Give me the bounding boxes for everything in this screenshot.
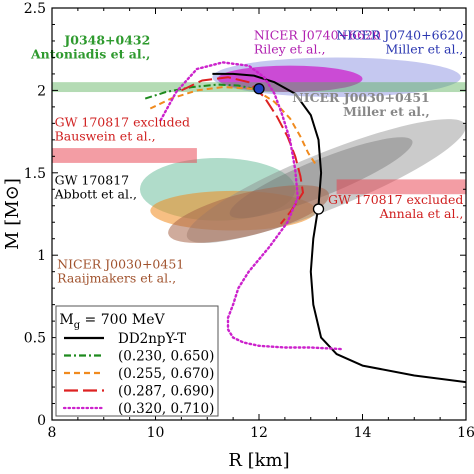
axis-ticks: 8 10 12 14 16 0 0.5 1 1.5 2 2.5 — [24, 1, 474, 441]
legend-title: Mg = 700 MeV — [59, 312, 165, 331]
marker-1 — [253, 83, 265, 95]
annotation-line: NICER J0030+0451 — [57, 256, 184, 271]
y-axis-label: M [M⊙] — [2, 178, 23, 250]
band-2 — [52, 148, 197, 163]
y-tick-label: 1.5 — [24, 166, 46, 182]
legend-label-0-320-0-710: (0.320, 0.710) — [118, 401, 214, 417]
legend-box — [55, 305, 219, 417]
annotation-line: Abbott et al., — [54, 186, 137, 201]
marker-2 — [312, 203, 325, 215]
annotation-line: Antoniadis et al., — [30, 46, 150, 61]
annotation-4: GW 170817 excluded Bauswein et al., — [55, 115, 190, 144]
legend-label-0-230-0-650: (0.230, 0.650) — [118, 349, 214, 365]
annotation-line: Bauswein et al., — [55, 129, 156, 144]
region-nicer-j0740-6620-riley-et-al — [217, 65, 363, 93]
annotation-line: Miller et al., — [385, 41, 463, 56]
annotation-6: GW 170817 Abbott et al., — [54, 172, 137, 201]
annotation-line: NICER J0030+0451 — [292, 90, 429, 105]
annotation-8: NICER J0030+0451 Raaijmakers et al., — [57, 256, 184, 285]
region-nicer-j0030-0451-raaijmakers-et-al-core — [168, 185, 330, 243]
y-tick-label: 2 — [37, 83, 46, 99]
annotation-7: GW 170817 excluded Annala et al., — [328, 192, 463, 221]
y-tick-label: 2.5 — [24, 1, 46, 17]
y-tick-label: 0.5 — [24, 331, 46, 347]
legend-title-sub: g — [74, 320, 81, 331]
x-tick-label: 12 — [250, 425, 268, 441]
annotation-line: GW 170817 excluded — [328, 192, 463, 207]
annotation-line: J0348+0432 — [63, 32, 150, 47]
y-tick-label: 1 — [37, 248, 46, 264]
series-0-255-0-670 — [149, 86, 317, 166]
annotation-line: Riley et al., — [254, 41, 326, 56]
legend-label-0-255-0-670: (0.255, 0.670) — [118, 366, 214, 382]
curve-markers — [253, 83, 325, 215]
annotation-2: NICER J0740+6620 Riley et al., — [254, 27, 381, 56]
constraint-regions — [139, 57, 466, 243]
series-0-320-0-710 — [159, 61, 343, 351]
constraint-labels: J0348+0432 Antoniadis et al., NICER J0740+… — [30, 27, 463, 285]
legend-title-symbol: M — [59, 312, 73, 328]
x-tick-label: 8 — [48, 425, 57, 441]
annotation-line: GW 170817 — [55, 172, 130, 187]
annotation-line: GW 170817 excluded — [55, 115, 190, 130]
annotation-5: NICER J0030+0451 Miller et al., — [292, 90, 429, 119]
series-0-287-0-690 — [180, 76, 304, 225]
legend-label-0-287-0-690: (0.287, 0.690) — [118, 384, 214, 400]
x-axis-label: R [km] — [228, 450, 289, 471]
annotation-1: J0348+0432 Antoniadis et al., — [30, 32, 150, 61]
annotation-line: Annala et al., — [379, 206, 464, 221]
annotation-line: Raaijmakers et al., — [57, 270, 176, 285]
band-3 — [336, 179, 466, 195]
y-tick-label: 0 — [37, 413, 46, 429]
legend-title-rest: = 700 MeV — [80, 312, 165, 328]
annotation-3: NICER J0740+6620 Miller et al., — [336, 27, 463, 56]
annotation-line: Miller et al., — [343, 104, 430, 119]
x-tick-label: 14 — [354, 425, 372, 441]
series-0-230-0-650 — [144, 83, 255, 100]
legend: Mg = 700 MeV DD2npY-T (0.230, 0.650)(0.25… — [55, 305, 219, 417]
x-tick-label: 16 — [457, 425, 474, 441]
annotation-line: NICER J0740+6620 — [254, 27, 381, 42]
legend-label-dd2npy-t: DD2npY-T — [118, 331, 186, 347]
annotation-line: NICER J0740+6620 — [336, 27, 463, 42]
x-tick-label: 10 — [147, 425, 165, 441]
